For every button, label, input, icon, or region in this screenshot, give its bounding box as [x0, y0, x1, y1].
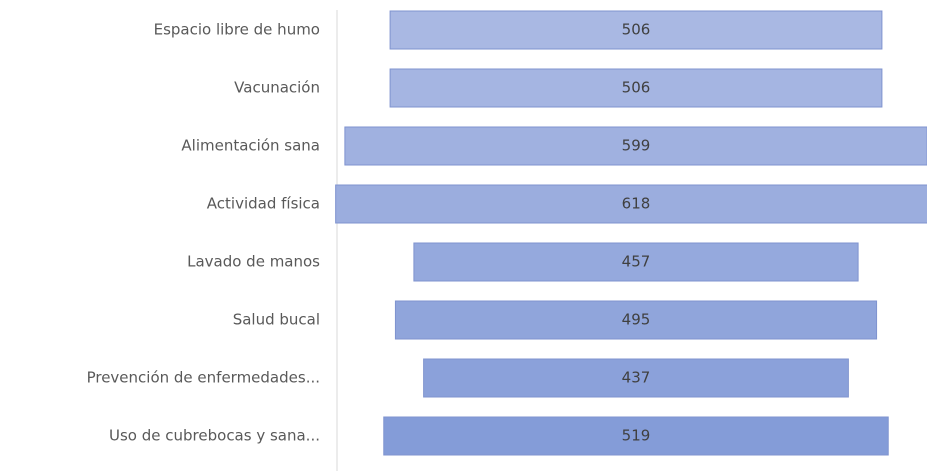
data-label: 495 [622, 311, 651, 329]
funnel-bar [394, 300, 878, 340]
data-label: 437 [622, 369, 651, 387]
data-label: 506 [622, 79, 651, 97]
category-label: Uso de cubrebocas y sana... [109, 427, 320, 445]
category-label: Prevención de enfermedades... [87, 369, 320, 387]
category-label: Actividad física [207, 195, 320, 213]
data-label: 618 [622, 195, 651, 213]
funnel-bar [344, 126, 927, 166]
category-label: Vacunación [234, 79, 320, 97]
funnel-bar [335, 184, 927, 224]
data-label: 506 [622, 21, 651, 39]
category-label: Espacio libre de humo [154, 21, 320, 39]
funnel-bar [423, 358, 849, 398]
data-label: 599 [622, 137, 651, 155]
funnel-bar [413, 242, 859, 282]
funnel-bar [389, 68, 883, 108]
category-label: Lavado de manos [187, 253, 320, 271]
category-label: Salud bucal [233, 311, 320, 329]
category-label: Alimentación sana [181, 137, 320, 155]
data-label: 519 [622, 427, 651, 445]
funnel-bar [383, 416, 889, 456]
funnel-bar [389, 10, 883, 50]
data-label: 457 [622, 253, 651, 271]
